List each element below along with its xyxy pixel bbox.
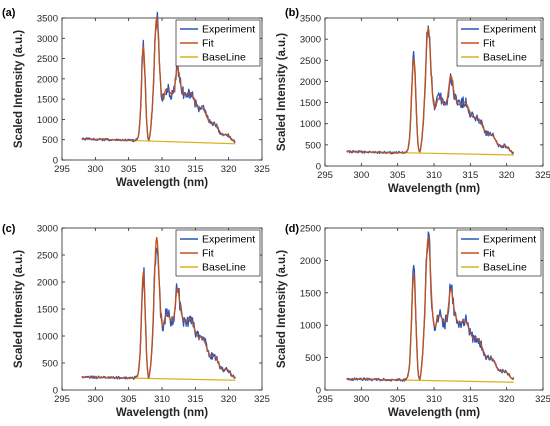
- y-tick-label: 1000: [37, 115, 58, 126]
- x-tick-label: 325: [535, 394, 550, 405]
- y-tick-label: 2000: [37, 74, 58, 85]
- x-tick-label: 305: [121, 394, 137, 405]
- y-tick-label: 2000: [37, 278, 58, 289]
- x-tick-label: 315: [462, 170, 478, 181]
- y-tick-label: 2000: [300, 256, 321, 267]
- x-tick-label: 315: [462, 394, 478, 405]
- panel-label: (a): [2, 7, 16, 19]
- legend-entry: Experiment: [483, 24, 536, 36]
- x-tick-label: 300: [353, 394, 369, 405]
- series-fit-line: [81, 236, 236, 379]
- legend-entry: Fit: [202, 38, 214, 50]
- y-tick-label: 2000: [300, 77, 321, 88]
- y-tick-label: 2500: [37, 251, 58, 262]
- legend: Experiment Fit BaseLine: [456, 19, 542, 67]
- x-tick-label: 295: [54, 394, 70, 405]
- x-tick-label: 320: [499, 170, 515, 181]
- y-tick-label: 3000: [300, 35, 321, 46]
- y-tick-label: 0: [316, 386, 321, 397]
- x-tick-label: 320: [221, 164, 237, 175]
- series-fit-line: [346, 27, 514, 154]
- x-tick-label: 305: [390, 394, 406, 405]
- y-tick-label: 0: [316, 162, 321, 173]
- x-tick-label: 325: [254, 394, 270, 405]
- y-tick-label: 1500: [37, 95, 58, 106]
- y-tick-label: 2500: [300, 224, 321, 235]
- x-tick-label: 315: [187, 394, 203, 405]
- legend-entry: Fit: [202, 248, 214, 260]
- legend-entry: Experiment: [202, 234, 255, 246]
- chart-panel-3: (c) 295 300 305 310 315 320 325 0 500 1000 1500 2000…: [2, 223, 270, 419]
- y-tick-label: 1500: [37, 305, 58, 316]
- x-tick-label: 325: [254, 164, 270, 175]
- y-tick-label: 1000: [37, 332, 58, 343]
- x-tick-label: 300: [353, 170, 369, 181]
- x-tick-label: 310: [154, 164, 170, 175]
- y-tick-label: 1500: [300, 98, 321, 109]
- legend: Experiment Fit BaseLine: [175, 19, 261, 67]
- x-tick-label: 320: [221, 394, 237, 405]
- y-tick-label: 1000: [300, 321, 321, 332]
- x-tick-label: 310: [426, 170, 442, 181]
- legend-entry: BaseLine: [202, 262, 246, 274]
- series-fit-line: [81, 16, 236, 143]
- legend: Experiment Fit BaseLine: [175, 229, 261, 277]
- y-tick-label: 500: [305, 140, 321, 151]
- legend-entry: Experiment: [483, 234, 536, 246]
- y-tick-label: 3000: [37, 34, 58, 45]
- y-tick-label: 0: [53, 156, 58, 167]
- y-tick-label: 0: [53, 386, 58, 397]
- x-tick-label: 310: [426, 394, 442, 405]
- x-tick-label: 300: [87, 394, 103, 405]
- panel-label: (d): [285, 223, 299, 235]
- x-tick-label: 315: [187, 164, 203, 175]
- x-axis-label: Wavelength (nm): [388, 407, 480, 419]
- y-tick-label: 1500: [300, 288, 321, 299]
- legend-box: [175, 19, 261, 67]
- series-fit-line: [346, 236, 514, 381]
- y-tick-label: 500: [42, 135, 58, 146]
- y-tick-label: 2500: [37, 54, 58, 65]
- x-axis-label: Wavelength (nm): [116, 407, 208, 419]
- legend-entry: Fit: [483, 248, 495, 260]
- legend-entry: Fit: [483, 38, 495, 50]
- x-tick-label: 295: [54, 164, 70, 175]
- y-axis-label: Scaled Intensity (a.u.): [13, 250, 25, 368]
- y-tick-label: 2500: [300, 56, 321, 67]
- legend-entry: BaseLine: [202, 52, 246, 64]
- y-axis-label: Scaled Intensity (a.u.): [13, 30, 25, 148]
- y-axis-label: Scaled Intensity (a.u.): [276, 33, 288, 151]
- x-tick-label: 300: [87, 164, 103, 175]
- y-tick-label: 1000: [300, 119, 321, 130]
- x-axis-label: Wavelength (nm): [116, 177, 208, 189]
- legend-entry: Experiment: [202, 24, 255, 36]
- y-tick-label: 3500: [300, 14, 321, 25]
- x-tick-label: 305: [390, 170, 406, 181]
- chart-panel-2: (b) 295 300 305 310 315 320 325 0 500 1000 1500 2000…: [276, 7, 550, 195]
- y-tick-label: 3000: [37, 224, 58, 235]
- x-tick-label: 295: [317, 394, 333, 405]
- x-tick-label: 325: [535, 170, 550, 181]
- x-tick-label: 310: [154, 394, 170, 405]
- legend: Experiment Fit BaseLine: [456, 229, 542, 277]
- panel-label: (c): [2, 223, 16, 235]
- x-tick-label: 295: [317, 170, 333, 181]
- y-axis-label: Scaled Intensity (a.u.): [276, 250, 288, 368]
- x-axis-label: Wavelength (nm): [388, 183, 480, 195]
- y-tick-label: 500: [305, 353, 321, 364]
- chart-panel-4: (d) 295 300 305 310 315 320 325 0 500 1000 1500 2000…: [276, 223, 550, 419]
- chart-panel-1: (a) 295 300 305 310 315 320 325 0 500 1000 1500 2000…: [2, 7, 270, 189]
- x-tick-label: 305: [121, 164, 137, 175]
- y-tick-label: 500: [42, 359, 58, 370]
- y-tick-label: 3500: [37, 14, 58, 25]
- panel-label: (b): [285, 7, 299, 19]
- legend-entry: BaseLine: [483, 262, 527, 274]
- x-tick-label: 320: [499, 394, 515, 405]
- legend-entry: BaseLine: [483, 52, 527, 64]
